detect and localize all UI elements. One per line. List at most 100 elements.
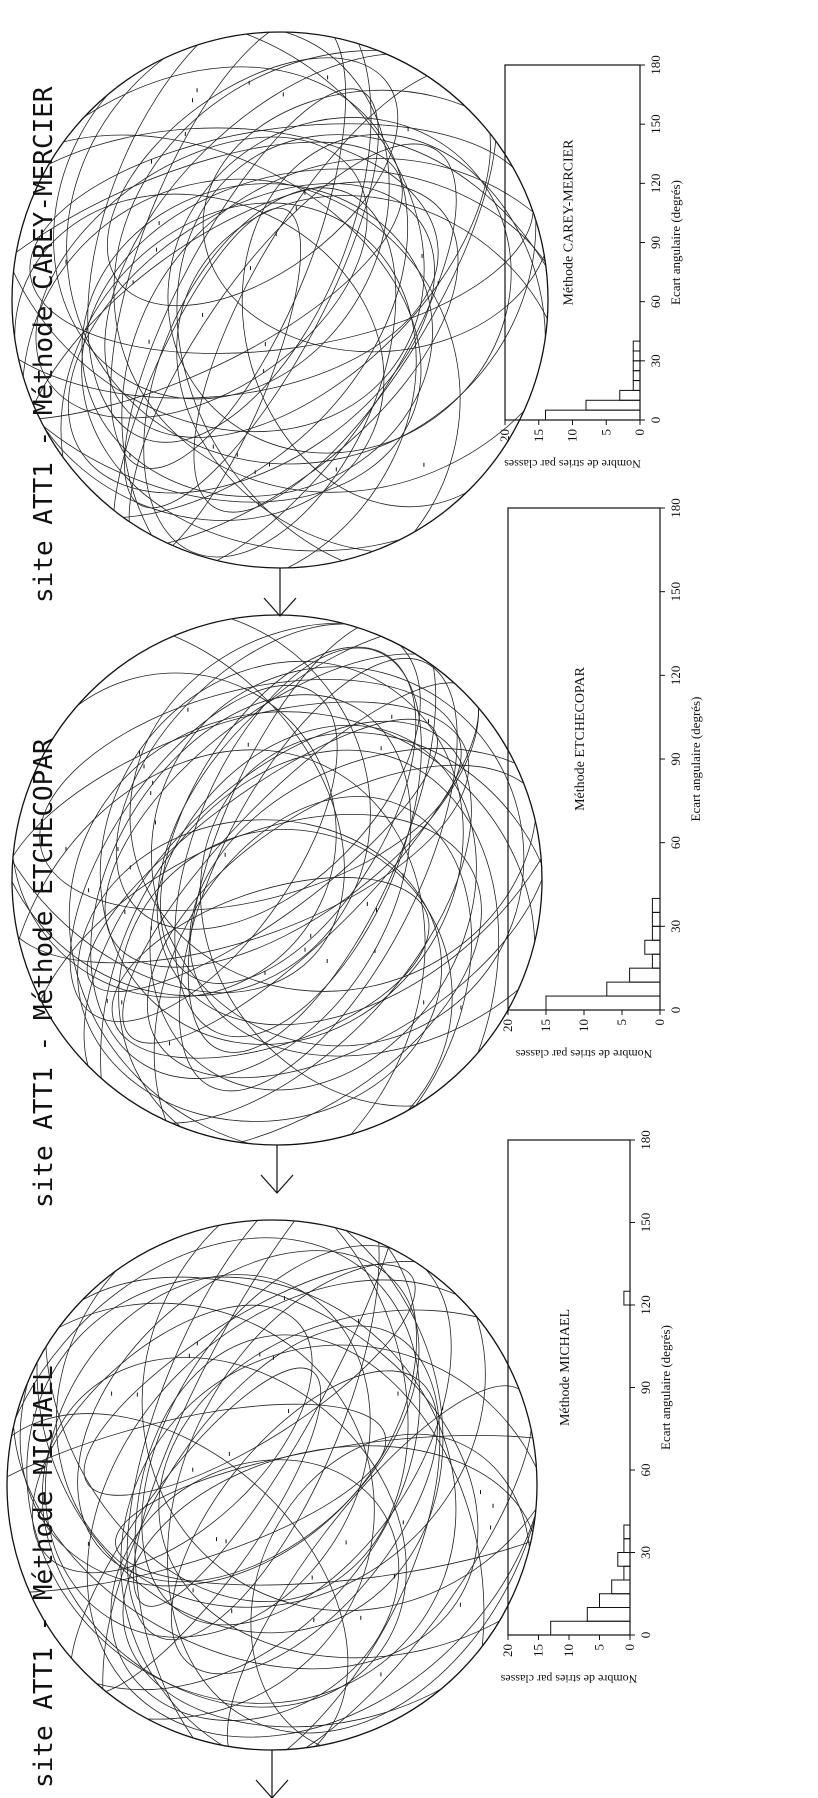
x-tick-label: 180 [638,1130,653,1150]
great-circle [41,1357,407,1708]
panel-title: site ATT1 - Méthode ETCHECOPAR [29,738,59,1208]
x-tick-label: 90 [668,753,683,766]
histogram-bar [632,360,641,372]
great-circle [149,724,477,1091]
great-circle [86,1279,537,1738]
great-circle [111,877,430,1059]
great-circle [241,134,546,508]
histogram-bar [606,981,661,997]
y-tick-label: 5 [614,1019,629,1026]
x-tick-label: 60 [668,836,683,849]
y-tick-label: 0 [652,1019,667,1026]
x-tick-label: 90 [638,1381,653,1394]
y-tick-label: 0 [622,1644,637,1651]
histogram-bar [651,897,661,913]
great-circle [77,1250,420,1583]
great-circle [120,1344,537,1750]
x-tick-label: 60 [638,1464,653,1477]
great-circle [14,193,385,521]
great-circle [160,646,417,984]
panel-etchecopar: site ATT1 - Méthode ETCHECOPAR Méthode E… [11,498,703,1208]
striae-points [65,75,439,507]
great-circle [12,32,425,433]
great-circle [12,141,403,421]
y-axis-label: Nombre de stries par classes [500,1672,637,1686]
y-tick-label: 5 [598,429,613,436]
panel-carey-mercier: site ATT1 - Méthode CAREY-MERCIER Méthod… [11,31,683,617]
great-circle [110,32,347,469]
great-circle [174,647,422,1038]
great-circle [128,143,457,568]
great-circle [32,1304,313,1574]
great-circle [118,829,453,1145]
great-circle [53,32,390,400]
x-axis-label: Ecart angulaire (degrés) [668,180,683,305]
great-circle [26,1276,457,1704]
y-tick-label: 20 [500,1019,515,1032]
great-circle [81,168,548,552]
great-circle [202,89,548,353]
histogram-bar [632,350,641,362]
great-circle [115,1434,537,1586]
great-circle [100,749,500,1145]
x-tick-label: 0 [638,1632,653,1639]
x-tick-label: 180 [648,55,663,75]
great-circle [77,819,442,1122]
great-circle [158,1309,537,1659]
histogram-etchecopar: Méthode ETCHECOPAR Ecart angulaire (degr… [500,498,703,1061]
x-tick-label: 120 [648,174,663,194]
great-circle [83,1264,416,1496]
great-circle [7,1413,349,1750]
y-tick-label: 10 [576,1019,591,1032]
striae-points [65,707,462,1046]
great-circles [7,1220,537,1750]
great-circles [12,615,542,1145]
north-arrow-icon [255,1750,289,1798]
great-circles [12,32,548,568]
x-axis-label: Ecart angulaire (degrés) [658,1325,673,1450]
y-tick-label: 15 [531,1644,546,1657]
great-circle [121,158,548,568]
histogram-bar [651,953,661,969]
histogram-bar [617,1552,631,1567]
histogram-bar [611,1579,631,1595]
y-tick-label: 10 [565,429,580,442]
x-tick-label: 60 [648,295,663,308]
great-circle [113,49,548,493]
rotated-figure: site ATT1 - Méthode MICHAEL Méthode MICH… [6,31,703,1798]
x-tick-label: 90 [648,236,663,249]
histogram-bar [651,925,661,941]
great-circle [12,615,371,997]
great-circle [7,1403,387,1593]
great-circle [44,1274,371,1638]
histogram-bar [629,967,661,983]
histogram-bar [644,939,661,955]
great-circle [87,32,372,443]
y-tick-label: 10 [561,1644,576,1657]
great-circle [170,1370,438,1675]
great-circle [60,202,417,568]
stereonet-etchecopar [11,614,543,1194]
y-tick-label: 15 [531,429,546,442]
great-circle [106,57,399,307]
great-circle [115,623,421,930]
x-tick-label: 150 [668,582,683,602]
great-circle [133,1220,405,1607]
striae-points [87,1296,494,1677]
x-tick-label: 150 [648,114,663,134]
great-circle [19,1220,417,1587]
histogram-bar [632,340,641,352]
great-circle [143,187,397,558]
y-tick-label: 20 [500,1644,515,1657]
great-circle [99,660,464,1045]
stereonet-carey-mercier [11,31,549,617]
great-circle [55,1220,486,1608]
histogram-bar [623,1538,631,1553]
great-circle [44,1220,409,1603]
y-axis-label: Nombre de stries par classes [504,457,641,471]
great-circle [90,694,412,1079]
x-tick-label: 120 [668,666,683,686]
great-circle [126,1220,380,1641]
great-circle [200,732,542,1107]
